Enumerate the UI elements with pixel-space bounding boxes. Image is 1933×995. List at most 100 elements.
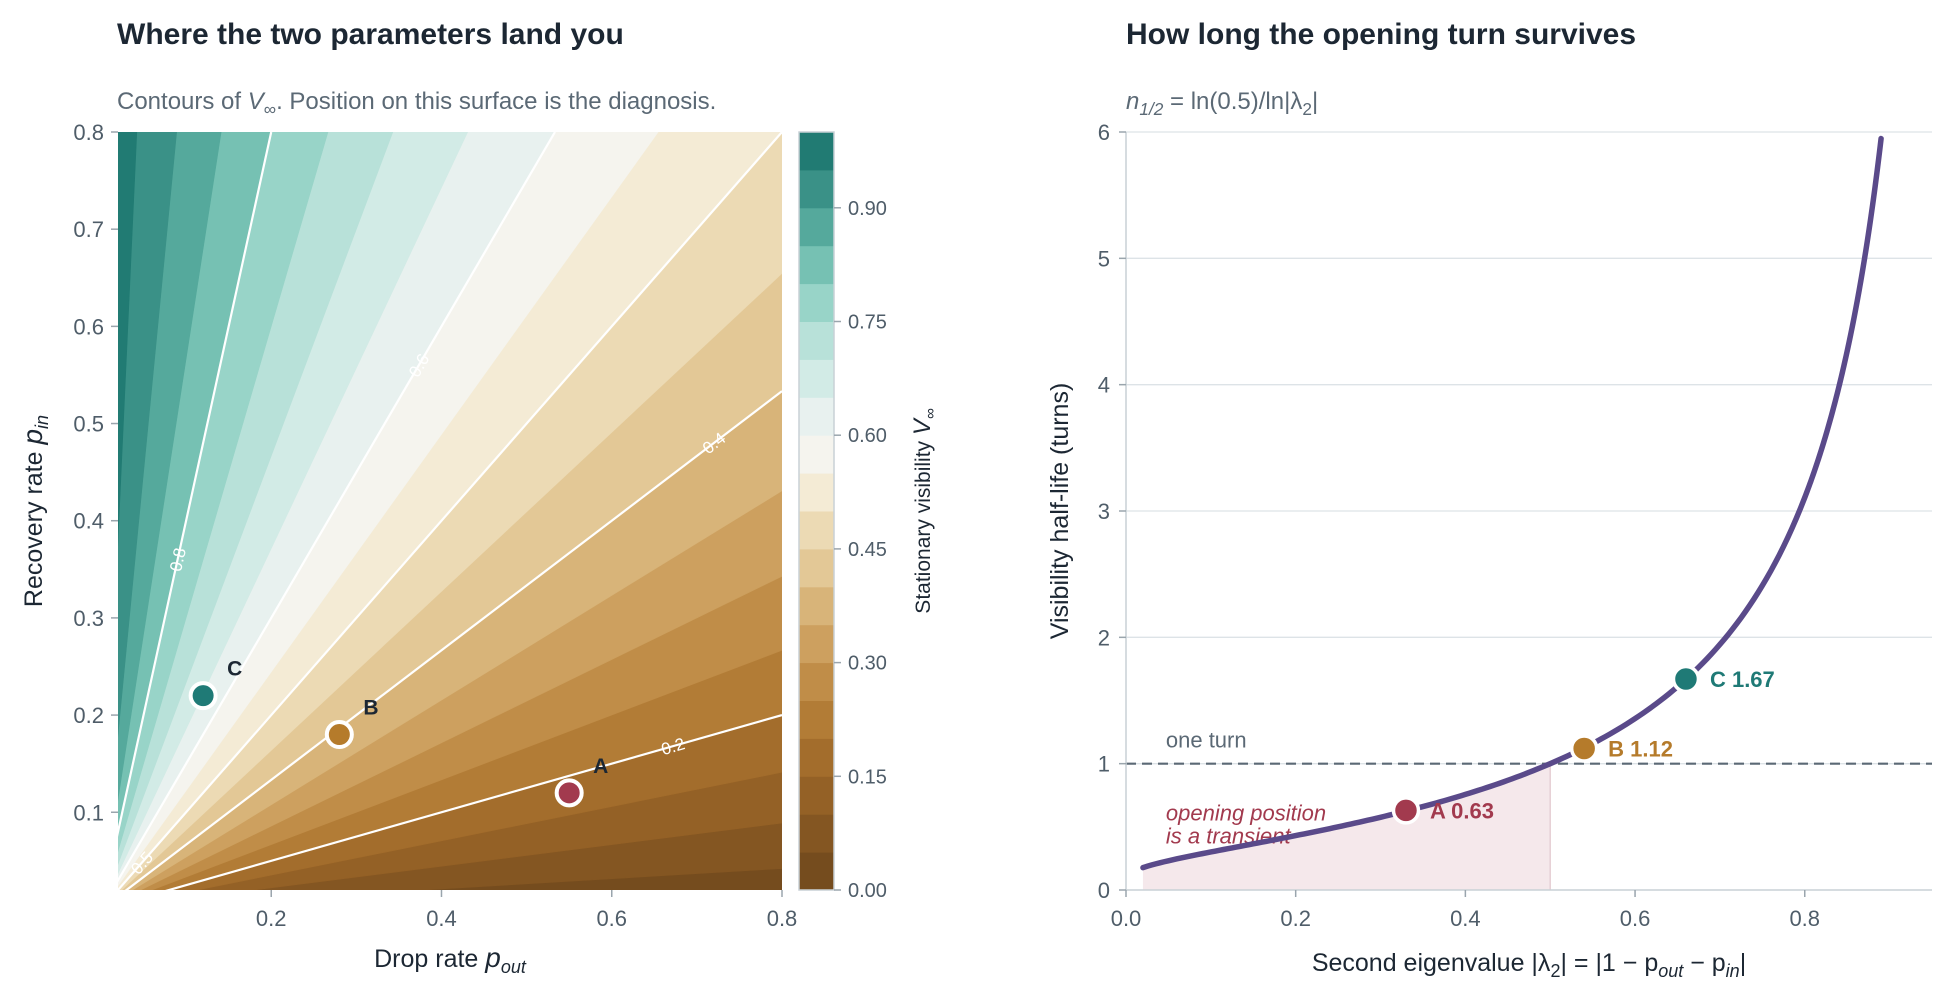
halflife-panel: How long the opening turn survives n1/2 …: [1046, 18, 1932, 981]
contour-point-label-c: C: [227, 658, 242, 681]
contour-point-b: [324, 720, 354, 750]
contour-line: [165, 714, 782, 890]
contour-x-tick-label: 0.6: [596, 906, 627, 931]
halflife-y-label: Visibility half-life (turns): [1046, 383, 1074, 640]
halflife-y-tick-label: 4: [1098, 373, 1110, 398]
colorbar-ticks: 0.00 0.15 0.30 0.45 0.60 0.75 0.90: [834, 198, 887, 902]
colorbar-label: Stationary visibility V∞: [909, 408, 939, 614]
halflife-x-label: Second eigenvalue |λ2| = |1 − pout − pin…: [1312, 949, 1746, 981]
halflife-y-tick-label: 5: [1098, 246, 1110, 271]
halflife-subtitle: n1/2 = ln(0.5)/ln|λ2|: [1126, 88, 1318, 119]
colorbar-tick-label: 0.75: [848, 312, 887, 334]
halflife-x-tick-label: 0.8: [1789, 906, 1820, 931]
contour-point-label-a: A: [593, 755, 608, 778]
colorbar-tick-label: 0.60: [848, 425, 887, 447]
contour-point-a: [554, 778, 584, 808]
colorbar-band: [799, 245, 834, 285]
contour-line: [118, 132, 273, 837]
contour-point-c: [188, 681, 218, 711]
contour-y-tick-label: 0.6: [73, 314, 104, 339]
halflife-title: How long the opening turn survives: [1126, 18, 1636, 51]
halflife-x-tick-label: 0.0: [1111, 906, 1142, 931]
one-turn-label: one turn: [1166, 728, 1247, 753]
contour-title: Where the two parameters land you: [117, 18, 624, 51]
colorbar-band: [799, 473, 834, 512]
contour-y-ticks: 0.1 0.2 0.3 0.4 0.5 0.6 0.7 0.8: [73, 120, 118, 825]
contour-band: [118, 132, 394, 865]
colorbar-band: [799, 397, 834, 436]
halflife-x-tick-label: 0.6: [1620, 906, 1651, 931]
contour-x-label: Drop rate pout: [374, 942, 527, 977]
transient-label-line1: opening position: [1166, 801, 1326, 826]
contour-y-tick-label: 0.4: [73, 509, 104, 534]
halflife-point-c: [1671, 664, 1701, 694]
halflife-y-tick-label: 6: [1098, 120, 1110, 145]
halflife-curve: [1140, 135, 1884, 871]
halflife-y-tick-label: 0: [1098, 878, 1110, 903]
halflife-point-label-b: B 1.12: [1608, 737, 1673, 762]
contour-x-ticks: 0.2 0.4 0.6 0.8: [256, 890, 797, 931]
contour-point-label-b: B: [363, 697, 378, 720]
transient-label-line2: is a transient: [1166, 823, 1292, 848]
contour-fills: [118, 132, 782, 890]
halflife-x-ticks: 0.0 0.2 0.4 0.6 0.8: [1111, 890, 1820, 931]
colorbar-band: [799, 359, 834, 398]
colorbar-band: [799, 586, 834, 626]
colorbar-band: [799, 852, 834, 891]
colorbar-band: [799, 511, 834, 550]
contour-label: 0.8: [166, 546, 190, 573]
contour-y-tick-label: 0.2: [73, 703, 104, 728]
contour-band: [118, 132, 659, 887]
contour-y-tick-label: 0.7: [73, 217, 104, 242]
contour-band: [118, 132, 329, 853]
colorbar-band: [799, 662, 834, 701]
colorbar-tick-label: 0.00: [848, 880, 887, 902]
halflife-point-label-a: A 0.63: [1430, 798, 1494, 823]
colorbar-band: [799, 132, 834, 171]
colorbar-band: [799, 283, 834, 322]
contour-x-tick-label: 0.4: [426, 906, 457, 931]
halflife-y-tick-label: 2: [1098, 625, 1110, 650]
colorbar-band: [799, 738, 834, 777]
halflife-y-tick-label: 3: [1098, 499, 1110, 524]
contour-band: [118, 132, 138, 547]
halflife-y-ticks: 0 1 2 3 4 5 6: [1098, 120, 1126, 903]
halflife-x-tick-label: 0.2: [1280, 906, 1311, 931]
contour-line: [118, 132, 556, 883]
contour-y-tick-label: 0.1: [73, 800, 104, 825]
halflife-x-tick-label: 0.4: [1450, 906, 1481, 931]
contour-x-tick-label: 0.8: [767, 906, 798, 931]
colorbar-band: [799, 548, 834, 588]
contour-band: [118, 132, 177, 738]
colorbar-band: [799, 776, 834, 815]
contour-lines: [118, 132, 782, 890]
colorbar-band: [799, 435, 834, 474]
colorbar-tick-label: 0.15: [848, 766, 887, 788]
contour-y-tick-label: 0.8: [73, 120, 104, 145]
colorbar-band: [799, 700, 834, 739]
colorbar: [799, 132, 834, 891]
colorbar-tick-label: 0.45: [848, 539, 887, 561]
contour-y-label: Recovery rate pin: [17, 415, 52, 607]
contour-line: [124, 390, 782, 890]
colorbar-band: [799, 814, 834, 853]
colorbar-band: [799, 321, 834, 360]
colorbar-tick-label: 0.90: [848, 198, 887, 220]
contour-panel: Where the two parameters land you Contou…: [17, 18, 939, 977]
colorbar-tick-label: 0.30: [848, 653, 887, 675]
contour-band: [118, 132, 222, 802]
contour-subtitle: Contours of V∞. Position on this surface…: [117, 88, 716, 119]
contour-points: A B C: [188, 658, 608, 808]
halflife-point-label-c: C 1.67: [1710, 667, 1775, 692]
halflife-point-b: [1569, 734, 1599, 763]
colorbar-frame: [798, 131, 835, 891]
contour-line: [118, 132, 782, 890]
colorbar-band: [799, 207, 834, 247]
halflife-points: A 0.63 B 1.12 C 1.67: [1391, 664, 1775, 825]
halflife-point-a: [1391, 796, 1421, 825]
halflife-y-tick-label: 1: [1098, 752, 1110, 777]
halflife-grid: [1126, 131, 1932, 765]
colorbar-band: [799, 624, 834, 664]
contour-y-tick-label: 0.3: [73, 606, 104, 631]
